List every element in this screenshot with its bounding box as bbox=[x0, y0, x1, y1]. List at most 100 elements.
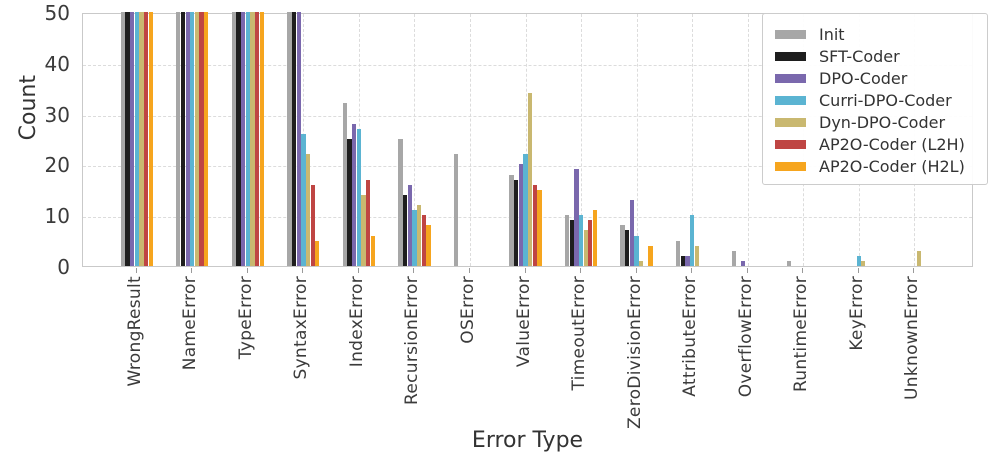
x-tick-label: AttributeError bbox=[680, 276, 701, 397]
x-tick-mark bbox=[357, 268, 359, 273]
bar bbox=[245, 12, 250, 266]
x-tick-label: RuntimeError bbox=[791, 276, 812, 393]
legend-item: AP2O-Coder (H2L) bbox=[775, 156, 977, 178]
x-tick-mark bbox=[802, 268, 804, 273]
x-tick-label: SyntaxError bbox=[291, 276, 312, 380]
bar bbox=[241, 12, 246, 266]
bar bbox=[139, 12, 144, 266]
bar bbox=[583, 230, 588, 266]
x-tick-label: OverflowError bbox=[735, 276, 756, 398]
bar bbox=[315, 240, 320, 266]
x-tick-label: ValueError bbox=[513, 276, 534, 368]
bar bbox=[254, 12, 260, 266]
bar bbox=[574, 169, 579, 266]
y-tick-label: 30 bbox=[44, 102, 70, 127]
x-tick-mark bbox=[135, 268, 137, 273]
bar bbox=[629, 199, 635, 266]
bar bbox=[296, 12, 301, 266]
bar bbox=[856, 255, 861, 266]
bar bbox=[509, 174, 514, 266]
x-tick-mark bbox=[746, 268, 748, 273]
x-tick-label: IndexError bbox=[346, 276, 367, 368]
bar bbox=[861, 260, 866, 266]
legend-swatch bbox=[775, 162, 806, 172]
x-tick-mark bbox=[468, 268, 470, 273]
x-tick-label: TypeError bbox=[235, 276, 256, 360]
x-tick-label: OSError bbox=[457, 276, 478, 344]
bar bbox=[523, 154, 528, 266]
bar bbox=[514, 179, 519, 266]
x-tick-mark bbox=[413, 268, 415, 273]
bar bbox=[426, 225, 431, 266]
bar bbox=[356, 128, 362, 266]
bar bbox=[412, 210, 417, 266]
bar bbox=[199, 12, 204, 266]
legend-item: Dyn-DPO-Coder bbox=[775, 112, 977, 134]
bar bbox=[398, 139, 403, 266]
bar bbox=[176, 12, 181, 266]
gridline-vertical bbox=[636, 14, 638, 266]
bar bbox=[236, 12, 241, 266]
bar bbox=[416, 205, 422, 266]
bar bbox=[916, 250, 922, 266]
bar bbox=[532, 184, 537, 266]
x-tick-mark bbox=[691, 268, 693, 273]
x-tick-mark bbox=[857, 268, 859, 273]
bar bbox=[537, 189, 542, 266]
bar bbox=[402, 194, 408, 266]
legend-item: Init bbox=[775, 23, 977, 45]
x-tick-mark bbox=[302, 268, 304, 273]
x-tick-label: ZeroDivisionError bbox=[624, 276, 645, 430]
gridline-horizontal bbox=[83, 64, 972, 66]
bar bbox=[421, 215, 426, 266]
bar bbox=[129, 12, 135, 266]
bar bbox=[528, 93, 533, 266]
bar bbox=[347, 139, 352, 266]
bar bbox=[190, 12, 195, 266]
bar bbox=[366, 179, 371, 266]
x-tick-mark bbox=[580, 268, 582, 273]
legend-label: Curri-DPO-Coder bbox=[819, 90, 952, 110]
bar bbox=[204, 12, 209, 266]
gridline-vertical bbox=[414, 14, 416, 266]
bar bbox=[291, 12, 297, 266]
bar bbox=[639, 260, 644, 266]
bar bbox=[301, 133, 306, 266]
legend-label: Dyn-DPO-Coder bbox=[819, 113, 946, 133]
x-tick-mark bbox=[191, 268, 193, 273]
bar bbox=[569, 220, 574, 266]
bar bbox=[731, 250, 736, 266]
bar bbox=[370, 235, 375, 266]
bar bbox=[518, 164, 523, 266]
legend-label: AP2O-Coder (L2H) bbox=[819, 135, 965, 155]
x-tick-label: UnknownError bbox=[902, 276, 923, 400]
bar bbox=[685, 255, 690, 266]
x-tick-label: NameError bbox=[180, 276, 201, 371]
bar bbox=[310, 184, 315, 266]
legend-swatch bbox=[775, 140, 806, 150]
bar bbox=[194, 12, 200, 266]
bar bbox=[620, 225, 625, 266]
bar bbox=[185, 12, 190, 266]
gridline-vertical bbox=[469, 14, 471, 266]
bar bbox=[578, 215, 584, 266]
legend-item: SFT-Coder bbox=[775, 45, 977, 67]
bar bbox=[676, 240, 681, 266]
legend-swatch bbox=[775, 73, 806, 83]
bar bbox=[287, 12, 292, 266]
bar bbox=[148, 12, 153, 266]
y-tick-label: 20 bbox=[44, 153, 70, 178]
legend-swatch bbox=[775, 51, 806, 61]
x-tick-mark bbox=[635, 268, 637, 273]
x-tick-mark bbox=[913, 268, 915, 273]
gridline-vertical bbox=[692, 14, 694, 266]
bar bbox=[740, 260, 746, 266]
bar bbox=[250, 12, 255, 266]
bar bbox=[787, 260, 792, 266]
legend-swatch bbox=[775, 95, 806, 105]
legend-label: Init bbox=[819, 24, 845, 44]
y-tick-label: 40 bbox=[44, 51, 70, 76]
legend-swatch bbox=[775, 118, 806, 128]
bar bbox=[592, 210, 598, 266]
